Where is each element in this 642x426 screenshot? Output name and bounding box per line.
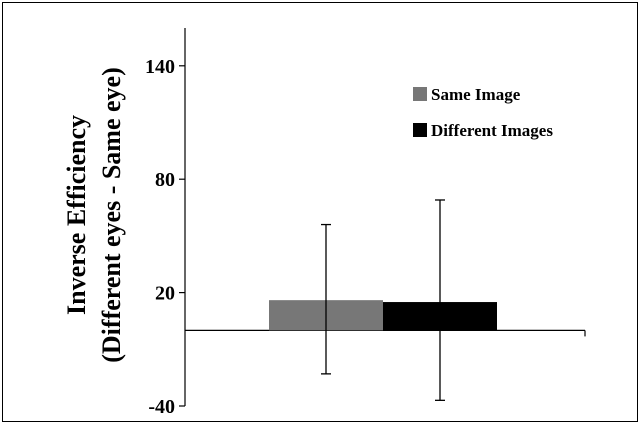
y-tick-label: -40 — [148, 396, 175, 418]
y-tick-label: 20 — [155, 283, 175, 305]
legend-label: Same Image — [431, 85, 521, 104]
y-axis-title-line-2: (Different eyes - Same eye) — [97, 67, 126, 363]
y-axis-title: Inverse Efficiency (Different eyes - Sam… — [62, 67, 126, 363]
y-tick-label: 140 — [145, 56, 175, 78]
y-axis-title-line-1: Inverse Efficiency — [62, 115, 91, 315]
legend-swatch — [413, 87, 427, 101]
legend-swatch — [413, 123, 427, 137]
chart-frame — [2, 2, 638, 422]
y-tick-label: 80 — [155, 169, 175, 191]
legend-label: Different Images — [431, 121, 553, 140]
